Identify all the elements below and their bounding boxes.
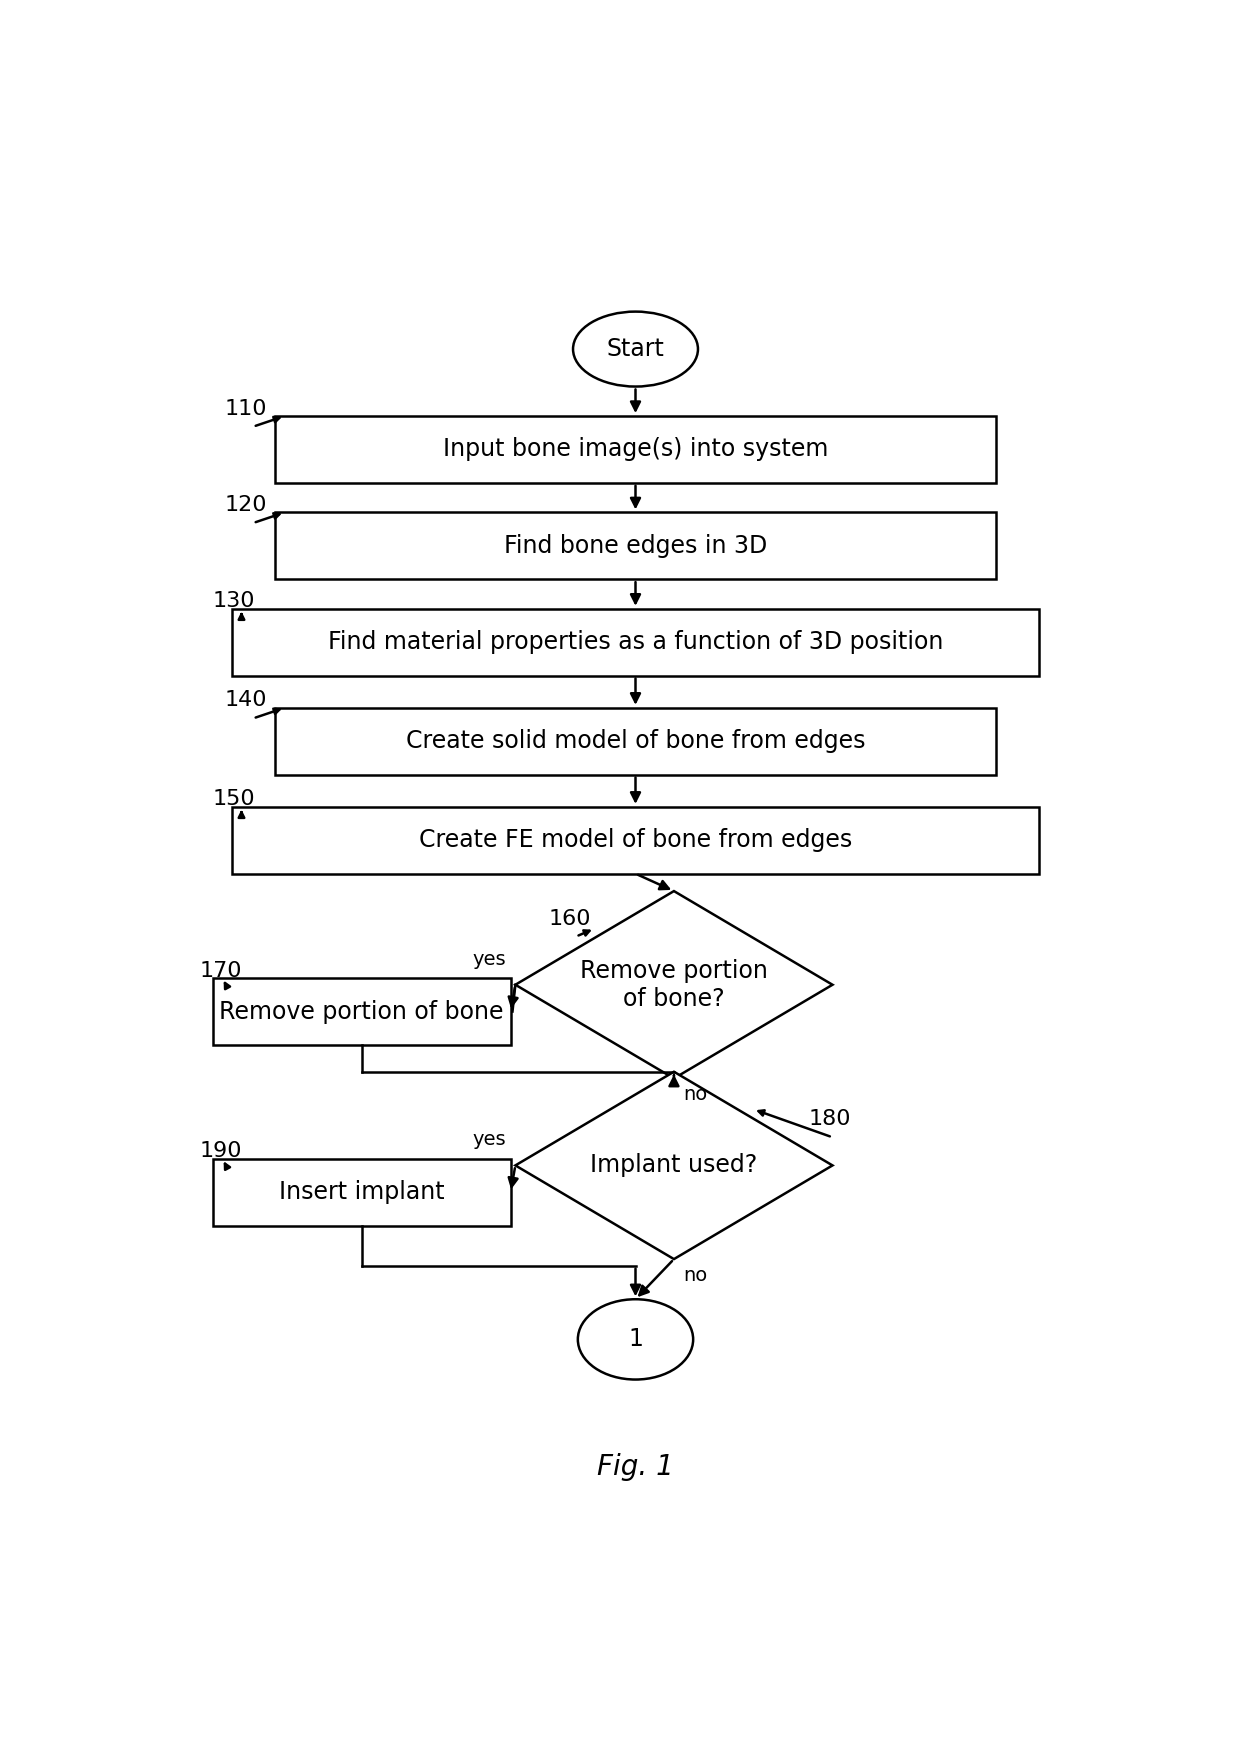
Text: 130: 130 bbox=[213, 591, 255, 612]
Text: 110: 110 bbox=[224, 398, 267, 419]
Text: 170: 170 bbox=[200, 961, 242, 980]
Text: 150: 150 bbox=[213, 789, 255, 810]
Text: no: no bbox=[683, 1265, 708, 1284]
Text: 190: 190 bbox=[200, 1142, 242, 1161]
Text: Input bone image(s) into system: Input bone image(s) into system bbox=[443, 438, 828, 462]
Bar bbox=[213, 1159, 511, 1225]
Bar bbox=[213, 978, 511, 1045]
Text: Start: Start bbox=[606, 337, 665, 362]
Polygon shape bbox=[516, 892, 832, 1078]
Ellipse shape bbox=[578, 1300, 693, 1380]
Text: Implant used?: Implant used? bbox=[590, 1154, 758, 1177]
Bar bbox=[275, 415, 996, 483]
Polygon shape bbox=[516, 1072, 832, 1258]
Text: Remove portion of bone: Remove portion of bone bbox=[219, 999, 503, 1024]
Ellipse shape bbox=[573, 311, 698, 386]
Text: Find material properties as a function of 3D position: Find material properties as a function o… bbox=[327, 631, 944, 653]
Text: 140: 140 bbox=[224, 690, 267, 711]
Text: Create solid model of bone from edges: Create solid model of bone from edges bbox=[405, 730, 866, 753]
Text: yes: yes bbox=[472, 1130, 506, 1149]
Text: Create FE model of bone from edges: Create FE model of bone from edges bbox=[419, 829, 852, 852]
Text: 120: 120 bbox=[224, 495, 267, 514]
Bar bbox=[232, 806, 1039, 874]
Text: Remove portion
of bone?: Remove portion of bone? bbox=[580, 959, 768, 1012]
Text: yes: yes bbox=[472, 949, 506, 968]
Text: Find bone edges in 3D: Find bone edges in 3D bbox=[503, 534, 768, 558]
Text: Insert implant: Insert implant bbox=[279, 1180, 444, 1204]
Bar bbox=[232, 608, 1039, 676]
Text: 160: 160 bbox=[549, 909, 591, 928]
Bar bbox=[275, 707, 996, 775]
Text: 1: 1 bbox=[629, 1328, 642, 1352]
Text: 180: 180 bbox=[808, 1109, 851, 1130]
Bar bbox=[275, 513, 996, 579]
Text: Fig. 1: Fig. 1 bbox=[598, 1453, 673, 1481]
Text: no: no bbox=[683, 1085, 708, 1104]
